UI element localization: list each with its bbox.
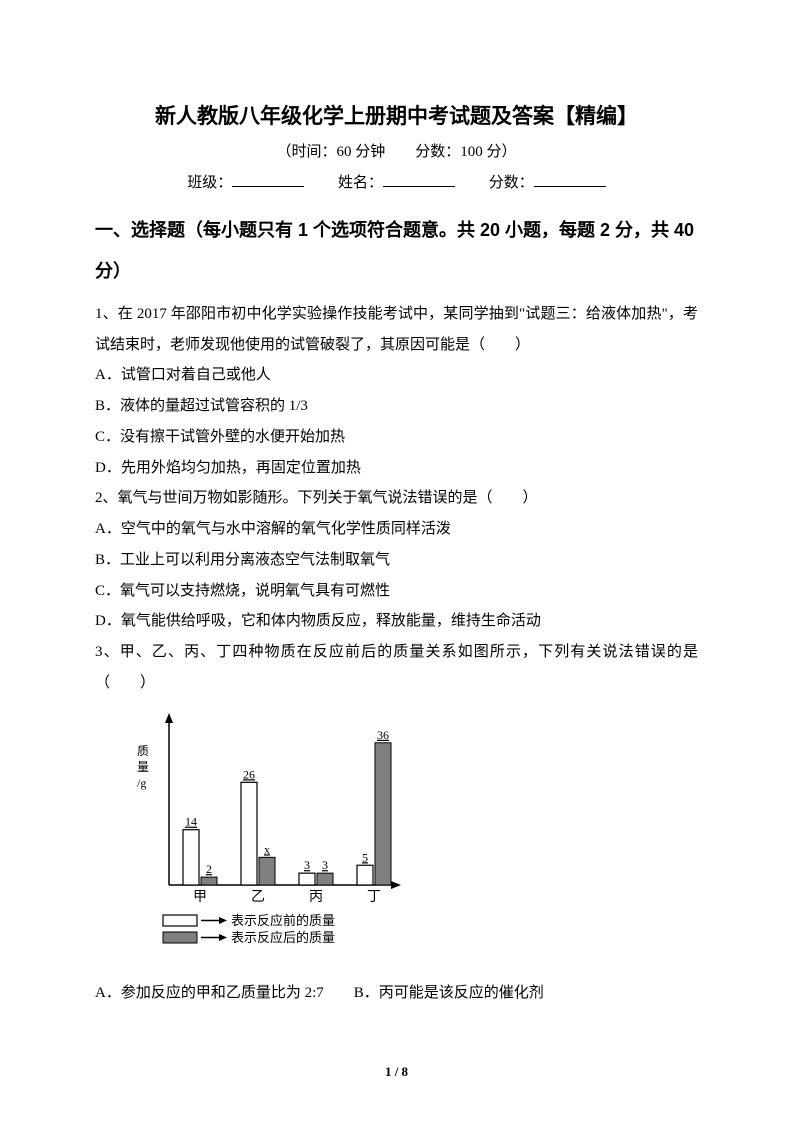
q1-optA: A．试管口对着自己或他人 — [95, 360, 698, 391]
q3-chart: 质量/g 14 2 甲 26 x 乙 33 丙 5 36 丁表示反应前的质量表示反应后的质量 — [125, 707, 425, 975]
q1-optB: B．液体的量超过试管容积的 1/3 — [95, 391, 698, 422]
q3-stem: 3、甲、乙、丙、丁四种物质在反应前后的质量关系如图所示，下列有关说法错误的是（ … — [95, 637, 698, 699]
svg-text:26: 26 — [243, 767, 255, 781]
exam-info: （时间：60 分钟 分数：100 分） — [95, 140, 698, 161]
name-blank[interactable] — [383, 173, 455, 187]
chart-svg: 质量/g 14 2 甲 26 x 乙 33 丙 5 36 丁表示反应前的质量表示反应后的质量 — [125, 707, 419, 963]
q3-options-line: A．参加反应的甲和乙质量比为 2:7 B．丙可能是该反应的催化剂 — [95, 978, 698, 1009]
svg-text:表示反应后的质量: 表示反应后的质量 — [231, 930, 335, 945]
svg-text:甲: 甲 — [193, 890, 207, 905]
class-label: 班级： — [187, 175, 232, 191]
svg-text:丁: 丁 — [367, 890, 381, 905]
q1-optC: C．没有擦干试管外壁的水便开始加热 — [95, 422, 698, 453]
student-info-row: 班级： 姓名： 分数： — [95, 171, 698, 192]
svg-text:36: 36 — [377, 727, 389, 741]
svg-text:5: 5 — [362, 850, 368, 864]
q2-optA: A．空气中的氧气与水中溶解的氧气化学性质同样活泼 — [95, 514, 698, 545]
svg-text:表示反应前的质量: 表示反应前的质量 — [231, 913, 335, 928]
svg-text:x: x — [264, 842, 270, 856]
q2-optD: D．氧气能供给呼吸，它和体内物质反应，释放能量，维持生命活动 — [95, 606, 698, 637]
svg-text:3: 3 — [322, 858, 328, 872]
page-title: 新人教版八年级化学上册期中考试题及答案【精编】 — [95, 100, 698, 130]
q2-optC: C．氧气可以支持燃烧，说明氧气具有可燃性 — [95, 576, 698, 607]
svg-text:/g: /g — [137, 776, 146, 790]
q1-optD: D．先用外焰均匀加热，再固定位置加热 — [95, 453, 698, 484]
svg-text:14: 14 — [185, 814, 197, 828]
svg-text:3: 3 — [304, 858, 310, 872]
score-blank[interactable] — [534, 173, 606, 187]
svg-text:丙: 丙 — [309, 890, 323, 905]
page-footer: 1 / 8 — [0, 1064, 793, 1080]
section1-heading: 一、选择题（每小题只有 1 个选项符合题意。共 20 小题，每题 2 分，共 4… — [95, 210, 698, 293]
score-label: 分数： — [489, 175, 534, 191]
q2-optB: B．工业上可以利用分离液态空气法制取氧气 — [95, 545, 698, 576]
svg-text:质: 质 — [137, 744, 149, 758]
svg-text:量: 量 — [137, 760, 149, 774]
class-blank[interactable] — [232, 173, 304, 187]
q1-stem: 1、在 2017 年邵阳市初中化学实验操作技能考试中，某同学抽到"试题三：给液体… — [95, 299, 698, 361]
q2-stem: 2、氧气与世间万物如影随形。下列关于氧气说法错误的是（ ） — [95, 483, 698, 514]
svg-text:2: 2 — [206, 862, 212, 876]
svg-text:乙: 乙 — [251, 889, 265, 905]
name-label: 姓名： — [338, 175, 383, 191]
